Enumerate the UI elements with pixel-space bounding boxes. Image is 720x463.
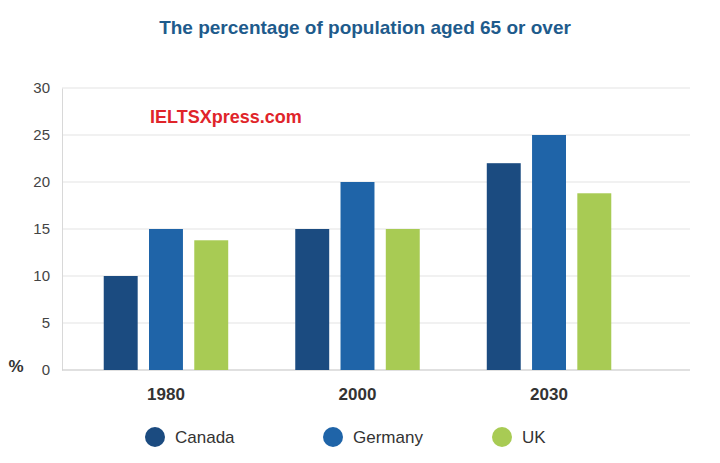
y-tick-label: 25 xyxy=(33,126,50,143)
bar xyxy=(341,182,375,370)
legend-swatch xyxy=(145,427,165,447)
bar xyxy=(386,229,420,370)
bar xyxy=(532,135,566,370)
x-tick: 1980 xyxy=(147,370,185,404)
y-tick-label: 20 xyxy=(33,173,50,190)
grid-line xyxy=(62,135,690,136)
legend-swatch xyxy=(492,427,512,447)
legend-swatch xyxy=(323,427,343,447)
title: The percentage of population aged 65 or … xyxy=(159,17,571,38)
legend-label: Germany xyxy=(353,428,423,447)
legend-item: Canada xyxy=(145,427,235,447)
y-axis-line xyxy=(62,89,63,371)
y-tick: 0 xyxy=(42,361,62,378)
y-tick: 15 xyxy=(33,220,62,237)
legend-label: Canada xyxy=(175,428,235,447)
y-axis-title: % xyxy=(8,357,23,376)
x-tick: 2000 xyxy=(339,370,377,404)
y-tick: 25 xyxy=(33,126,62,143)
y-tick-label: 0 xyxy=(42,361,50,378)
legend: Canada Germany UK xyxy=(145,427,546,447)
y-tick-label: 30 xyxy=(33,79,50,96)
y-tick: 30 xyxy=(33,79,62,96)
bar xyxy=(577,193,611,370)
x-tick: 2030 xyxy=(530,370,568,404)
y-tick: 10 xyxy=(33,267,62,284)
x-tick-label: 2000 xyxy=(339,385,377,404)
bars xyxy=(104,135,612,370)
grid-line xyxy=(62,182,690,183)
bar xyxy=(149,229,183,370)
bar xyxy=(487,163,521,370)
legend-label: UK xyxy=(522,428,546,447)
y-tick: 5 xyxy=(42,314,62,331)
y-tick-label: 5 xyxy=(42,314,50,331)
bar xyxy=(194,240,228,370)
bar xyxy=(295,229,329,370)
chart: The percentage of population aged 65 or … xyxy=(0,0,720,463)
grid-line xyxy=(62,88,690,89)
x-tick-label: 2030 xyxy=(530,385,568,404)
y-tick-label: 10 xyxy=(33,267,50,284)
x-tick-label: 1980 xyxy=(147,385,185,404)
y-tick-label: 15 xyxy=(33,220,50,237)
y-tick: 20 xyxy=(33,173,62,190)
y-axis: 0 5 10 15 20 25 30 xyxy=(33,79,62,378)
bar xyxy=(104,276,138,370)
legend-item: Germany xyxy=(323,427,423,447)
grid xyxy=(62,88,690,370)
annotation: IELTSXpress.com xyxy=(150,107,302,127)
legend-item: UK xyxy=(492,427,546,447)
x-axis: 1980 2000 2030 xyxy=(62,370,690,404)
